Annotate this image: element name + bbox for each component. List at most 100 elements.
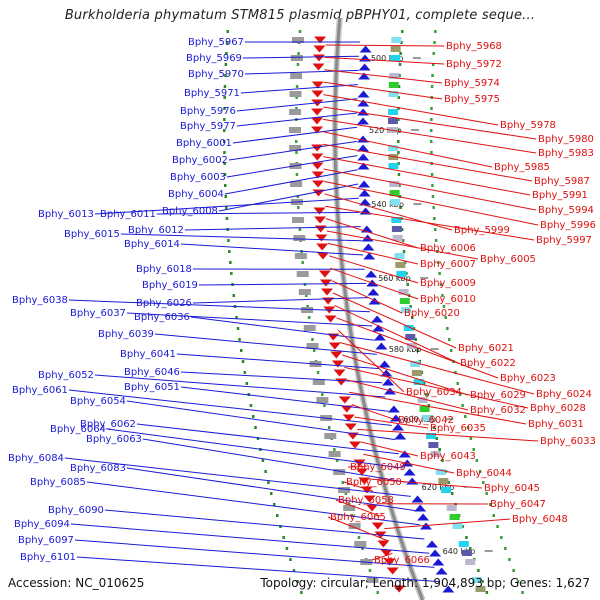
gene-box[interactable]	[289, 91, 302, 97]
gene-box[interactable]	[426, 433, 437, 439]
gene-reverse[interactable]	[358, 63, 371, 71]
gene-box[interactable]	[388, 91, 399, 97]
gene-label-right[interactable]: Bphy_5968	[446, 41, 502, 52]
gene-reverse[interactable]	[387, 405, 400, 413]
gene-box[interactable]	[388, 163, 399, 169]
gene-box[interactable]	[292, 217, 304, 223]
gene-label-left[interactable]: Bphy_6085	[30, 477, 86, 488]
gene-label-right[interactable]: Bphy_6043	[420, 451, 476, 462]
gene-label-left[interactable]: Bphy_6051	[124, 382, 180, 393]
gene-forward[interactable]	[358, 477, 371, 485]
gene-box[interactable]	[388, 118, 398, 124]
gene-label-left[interactable]: Bphy_6094	[14, 519, 70, 530]
gene-box[interactable]	[293, 235, 306, 241]
gene-box[interactable]	[446, 505, 457, 511]
gene-label-right[interactable]: Bphy_6007	[420, 259, 476, 270]
gene-label-right[interactable]: Bphy_5999	[454, 225, 510, 236]
gene-label-right[interactable]: Bphy_6009	[420, 278, 476, 289]
gene-label-right[interactable]: Bphy_6031	[528, 419, 584, 430]
gene-box[interactable]	[430, 451, 441, 457]
gene-label-left[interactable]: Bphy_6046	[124, 367, 180, 378]
gene-box[interactable]	[396, 271, 407, 277]
gene-box[interactable]	[316, 397, 329, 403]
gene-box[interactable]	[294, 253, 307, 259]
gene-reverse[interactable]	[361, 234, 374, 242]
gene-label-right[interactable]: Bphy_6044	[456, 468, 512, 479]
gene-label-right[interactable]: Bphy_6066	[374, 555, 430, 566]
gene-box[interactable]	[465, 559, 476, 565]
gene-reverse[interactable]	[357, 117, 369, 125]
gene-label-right[interactable]: Bphy_5987	[534, 176, 590, 187]
gene-box[interactable]	[398, 289, 409, 295]
gene-reverse[interactable]	[429, 549, 442, 557]
gene-box[interactable]	[289, 127, 301, 133]
gene-label-right[interactable]: Bphy_6058	[338, 495, 394, 506]
gene-box[interactable]	[461, 550, 472, 556]
gene-box[interactable]	[290, 181, 303, 187]
gene-label-left[interactable]: Bphy_6101	[20, 552, 76, 563]
gene-forward[interactable]	[324, 315, 337, 323]
gene-forward[interactable]	[315, 234, 328, 242]
gene-forward[interactable]	[316, 243, 329, 251]
gene-box[interactable]	[366, 577, 379, 583]
gene-forward[interactable]	[366, 504, 379, 512]
gene-label-left[interactable]: Bphy_6002	[172, 155, 228, 166]
gene-reverse[interactable]	[359, 198, 371, 206]
gene-box[interactable]	[388, 82, 399, 88]
gene-box[interactable]	[421, 415, 432, 421]
gene-box[interactable]	[390, 46, 401, 52]
gene-label-left[interactable]: Bphy_6001	[176, 138, 232, 149]
gene-box[interactable]	[388, 109, 399, 115]
gene-label-right[interactable]: Bphy_6023	[500, 373, 556, 384]
gene-box[interactable]	[399, 298, 410, 304]
gene-reverse[interactable]	[367, 288, 380, 296]
gene-label-left[interactable]: Bphy_6019	[142, 280, 198, 291]
gene-box[interactable]	[290, 73, 303, 79]
gene-label-left[interactable]: Bphy_6097	[18, 535, 74, 546]
gene-reverse[interactable]	[426, 540, 438, 548]
gene-box[interactable]	[390, 55, 401, 61]
gene-forward[interactable]	[319, 279, 332, 287]
gene-label-left[interactable]: Bphy_6054	[70, 396, 126, 407]
gene-label-right[interactable]: Bphy_6022	[460, 358, 516, 369]
gene-reverse[interactable]	[403, 468, 416, 476]
gene-label-right[interactable]: Bphy_6049	[350, 462, 406, 473]
gene-forward[interactable]	[311, 171, 324, 179]
gene-reverse[interactable]	[365, 270, 378, 278]
gene-box[interactable]	[303, 325, 316, 331]
gene-reverse[interactable]	[358, 180, 371, 188]
gene-box[interactable]	[411, 370, 422, 376]
gene-reverse[interactable]	[368, 297, 381, 305]
gene-forward[interactable]	[312, 63, 325, 71]
gene-forward[interactable]	[349, 441, 361, 449]
gene-forward[interactable]	[363, 495, 376, 503]
gene-reverse[interactable]	[357, 162, 370, 170]
gene-label-right[interactable]: Bphy_6042	[398, 415, 454, 426]
gene-box[interactable]	[395, 262, 406, 268]
gene-label-right[interactable]: Bphy_5985	[494, 162, 550, 173]
gene-label-left[interactable]: Bphy_6083	[70, 463, 126, 474]
gene-reverse[interactable]	[414, 504, 427, 512]
gene-box[interactable]	[328, 451, 341, 457]
gene-forward[interactable]	[321, 288, 333, 296]
gene-label-right[interactable]: Bphy_6045	[484, 483, 540, 494]
gene-reverse[interactable]	[363, 252, 376, 260]
gene-label-left[interactable]: Bphy_6011	[100, 209, 156, 220]
gene-forward[interactable]	[312, 180, 325, 188]
gene-label-right[interactable]: Bphy_6065	[330, 512, 386, 523]
gene-box[interactable]	[391, 217, 402, 223]
gene-label-right[interactable]: Bphy_6028	[530, 403, 586, 414]
gene-reverse[interactable]	[358, 72, 371, 80]
gene-forward[interactable]	[353, 459, 366, 467]
gene-label-right[interactable]: Bphy_6048	[512, 514, 568, 525]
gene-forward[interactable]	[314, 36, 327, 44]
gene-label-right[interactable]: Bphy_6050	[346, 477, 402, 488]
gene-reverse[interactable]	[389, 414, 402, 422]
gene-box[interactable]	[312, 379, 325, 385]
gene-label-right[interactable]: Bphy_5991	[532, 190, 588, 201]
gene-box[interactable]	[410, 361, 421, 367]
gene-label-left[interactable]: Bphy_6012	[128, 225, 184, 236]
gene-label-right[interactable]: Bphy_6033	[540, 436, 596, 447]
gene-forward[interactable]	[313, 54, 325, 62]
gene-label-right[interactable]: Bphy_6006	[420, 243, 476, 254]
